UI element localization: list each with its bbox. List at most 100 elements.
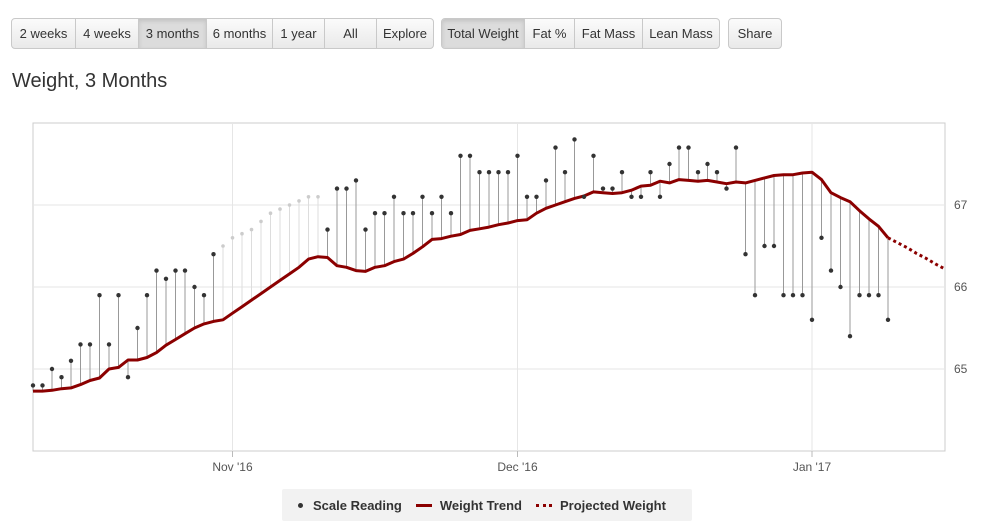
scale-reading-point (629, 194, 634, 199)
ghost-reading-point (316, 195, 320, 199)
metric-lean-mass-button[interactable]: Lean Mass (649, 26, 713, 41)
scale-reading-point (610, 186, 615, 191)
scale-reading-point (125, 375, 131, 380)
scale-reading-point (40, 383, 45, 388)
scale-reading-point (353, 178, 359, 183)
scale-reading-point (553, 145, 558, 150)
scale-reading-point (638, 194, 644, 199)
scale-reading-point (97, 293, 102, 298)
scale-reading-point (591, 153, 596, 158)
weight-trend-line (33, 170, 890, 393)
scale-reading-point (752, 293, 758, 298)
scale-reading-point (572, 137, 577, 142)
scale-reading-point (135, 325, 140, 331)
metric-button-group: Total Weight Fat % Fat Mass Lean Mass (441, 18, 720, 49)
scale-reading-point (505, 170, 511, 175)
ghost-reading-point (259, 219, 263, 224)
solid-line-icon (415, 503, 432, 507)
legend-weight-trend-label: Weight Trend (439, 497, 522, 513)
scale-reading-point (562, 170, 568, 175)
scale-reading-point (448, 211, 454, 216)
legend-projected-weight[interactable]: Projected Weight (535, 498, 666, 513)
scale-reading-point (866, 293, 872, 298)
legend-scale-reading-label: Scale Reading (313, 497, 402, 513)
scale-reading-point (809, 317, 815, 322)
scale-reading-point (391, 194, 397, 199)
legend-scale-reading[interactable]: Scale Reading (296, 498, 402, 513)
scale-reading-point (106, 342, 112, 347)
scale-reading-point (382, 211, 387, 216)
y-tick-label: 67 (954, 198, 968, 212)
scale-reading-point (163, 276, 169, 281)
scale-reading-point (486, 170, 492, 175)
metric-total-weight-button[interactable]: Total Weight (442, 19, 525, 48)
x-tick-label: Jan '17 (793, 460, 832, 474)
scale-reading-point (714, 170, 720, 175)
scale-reading-point (372, 211, 378, 216)
scale-reading-point (49, 366, 55, 372)
projected-weight-line (887, 236, 946, 271)
page-title: Weight, 3 Months (12, 70, 168, 92)
scale-reading-point (705, 161, 710, 167)
scale-reading-point (657, 194, 663, 199)
scale-reading-point (771, 243, 777, 249)
scale-reading-point (648, 170, 653, 175)
scale-reading-point (334, 186, 340, 191)
scale-reading-point (68, 358, 74, 363)
scale-reading-point (401, 211, 406, 216)
scale-reading-point (154, 268, 159, 273)
scale-reading-point (800, 293, 805, 298)
x-tick-label: Nov '16 (212, 460, 253, 474)
ghost-reading-point (278, 207, 282, 211)
scale-reading-point (543, 178, 549, 183)
y-tick-label: 66 (954, 280, 968, 294)
scale-reading-point (496, 170, 501, 175)
range-all-button[interactable]: All (325, 19, 377, 48)
scale-reading-point (885, 317, 891, 322)
chart-legend: Scale Reading Weight Trend Projected Wei… (282, 489, 692, 521)
y-tick-label: 65 (954, 362, 968, 376)
ghost-reading-point (221, 244, 225, 248)
scale-reading-point (467, 153, 473, 158)
scale-reading-point (325, 227, 330, 232)
legend-weight-trend[interactable]: Weight Trend (415, 497, 522, 513)
scale-reading-point (144, 293, 150, 298)
range-2-weeks-button[interactable]: 2 weeks (12, 19, 76, 48)
scale-reading-point (733, 145, 739, 150)
scale-reading-point (847, 334, 853, 339)
ghost-reading-point (268, 211, 273, 215)
scale-reading-point (420, 194, 425, 199)
scale-reading-point (790, 293, 796, 298)
range-button-group: 2 weeks 4 weeks 3 months 6 months 1 year… (11, 18, 434, 49)
explore-button[interactable]: Explore (382, 26, 428, 41)
range-1-year-button[interactable]: 1 year (273, 19, 325, 48)
ghost-reading-point (306, 195, 311, 199)
scale-reading-point (781, 293, 786, 298)
range-6-months-button[interactable]: 6 months (207, 19, 273, 48)
scale-reading-point (363, 227, 368, 232)
scale-reading-point (173, 268, 178, 273)
scale-reading-point (30, 383, 36, 388)
scale-reading-point (695, 170, 701, 175)
scale-reading-point (344, 186, 349, 191)
scale-reading-point (211, 252, 216, 257)
scale-reading-point (458, 153, 463, 158)
scale-reading-point (819, 235, 824, 240)
ghost-reading-point (230, 236, 235, 240)
ghost-reading-point (249, 227, 254, 232)
scale-reading-point (581, 194, 587, 199)
share-button[interactable]: Share (737, 26, 773, 41)
range-3-months-button[interactable]: 3 months (139, 19, 207, 48)
dotted-line-icon (535, 503, 552, 507)
scale-reading-point (619, 170, 625, 175)
metric-fat-percent-button[interactable]: Fat % (525, 19, 575, 48)
scale-reading-point (600, 186, 606, 191)
scale-reading-point (534, 194, 539, 199)
ghost-reading-point (240, 231, 244, 236)
range-4-weeks-button[interactable]: 4 weeks (76, 19, 139, 48)
scale-reading-point (59, 375, 64, 380)
scale-reading-point (686, 145, 691, 150)
scale-reading-point (78, 342, 83, 347)
metric-fat-mass-button[interactable]: Fat Mass (575, 19, 643, 48)
